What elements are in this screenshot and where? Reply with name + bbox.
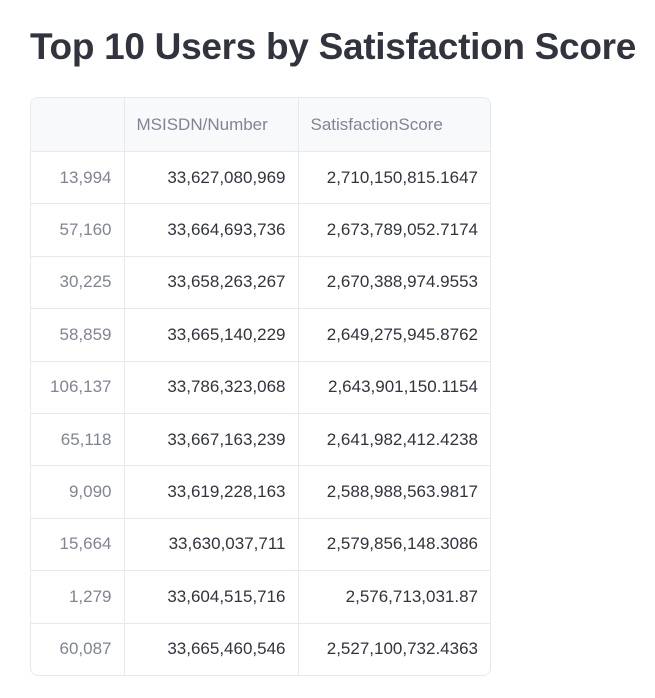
row-index: 106,137	[31, 361, 125, 414]
row-index: 65,118	[31, 413, 125, 467]
page-title: Top 10 Users by Satisfaction Score	[30, 26, 636, 67]
score-cell: 2,588,988,563.9817	[298, 465, 490, 519]
msisdn-cell: 33,786,323,068	[124, 361, 299, 414]
table-row: 15,664 33,630,037,711 2,579,856,148.3086	[31, 518, 490, 572]
msisdn-cell: 33,665,460,546	[124, 623, 299, 675]
table-row: 106,137 33,786,323,068 2,643,901,150.1154	[31, 361, 490, 414]
row-index: 15,664	[31, 518, 125, 572]
table-row: 9,090 33,619,228,163 2,588,988,563.9817	[31, 465, 490, 519]
row-index: 57,160	[31, 203, 125, 257]
table-row: 60,087 33,665,460,546 2,527,100,732.4363	[31, 623, 490, 675]
msisdn-cell: 33,627,080,969	[124, 151, 299, 205]
row-index: 58,859	[31, 308, 125, 362]
msisdn-cell: 33,604,515,716	[124, 570, 299, 624]
table-row: 13,994 33,627,080,969 2,710,150,815.1647	[31, 151, 490, 205]
column-header[interactable]: MSISDN/Number	[124, 98, 299, 152]
table-row: 30,225 33,658,263,267 2,670,388,974.9553	[31, 256, 490, 310]
msisdn-cell: 33,658,263,267	[124, 256, 299, 310]
score-cell: 2,576,713,031.87	[298, 570, 490, 624]
score-cell: 2,641,982,412.4238	[298, 413, 490, 467]
score-cell: 2,670,388,974.9553	[298, 256, 490, 310]
msisdn-cell: 33,664,693,736	[124, 203, 299, 257]
index-header	[31, 98, 125, 152]
dataframe: MSISDN/Number SatisfactionScore 13,994 33…	[30, 97, 491, 676]
header-row: MSISDN/Number SatisfactionScore	[31, 98, 490, 152]
row-index: 1,279	[31, 570, 125, 624]
row-index: 30,225	[31, 256, 125, 310]
column-header[interactable]: SatisfactionScore	[298, 98, 490, 152]
row-index: 13,994	[31, 151, 125, 205]
data-table: MSISDN/Number SatisfactionScore 13,994 33…	[31, 98, 490, 675]
table-row: 57,160 33,664,693,736 2,673,789,052.7174	[31, 203, 490, 257]
table-body: 13,994 33,627,080,969 2,710,150,815.1647 57…	[31, 151, 490, 675]
table-row: 1,279 33,604,515,716 2,576,713,031.87	[31, 570, 490, 624]
msisdn-cell: 33,665,140,229	[124, 308, 299, 362]
score-cell: 2,643,901,150.1154	[298, 361, 490, 414]
row-index: 9,090	[31, 465, 125, 519]
score-cell: 2,579,856,148.3086	[298, 518, 490, 572]
score-cell: 2,527,100,732.4363	[326, 639, 478, 659]
table-row: 65,118 33,667,163,239 2,641,982,412.4238	[31, 413, 490, 467]
row-index: 60,087	[31, 623, 125, 675]
msisdn-cell: 33,619,228,163	[124, 465, 299, 519]
score-cell: 2,649,275,945.8762	[298, 308, 490, 362]
msisdn-cell: 33,667,163,239	[124, 413, 299, 467]
table-row: 58,859 33,665,140,229 2,649,275,945.8762	[31, 308, 490, 362]
msisdn-cell: 33,630,037,711	[124, 518, 299, 572]
score-cell: 2,710,150,815.1647	[298, 151, 490, 205]
score-cell: 2,673,789,052.7174	[298, 203, 490, 257]
